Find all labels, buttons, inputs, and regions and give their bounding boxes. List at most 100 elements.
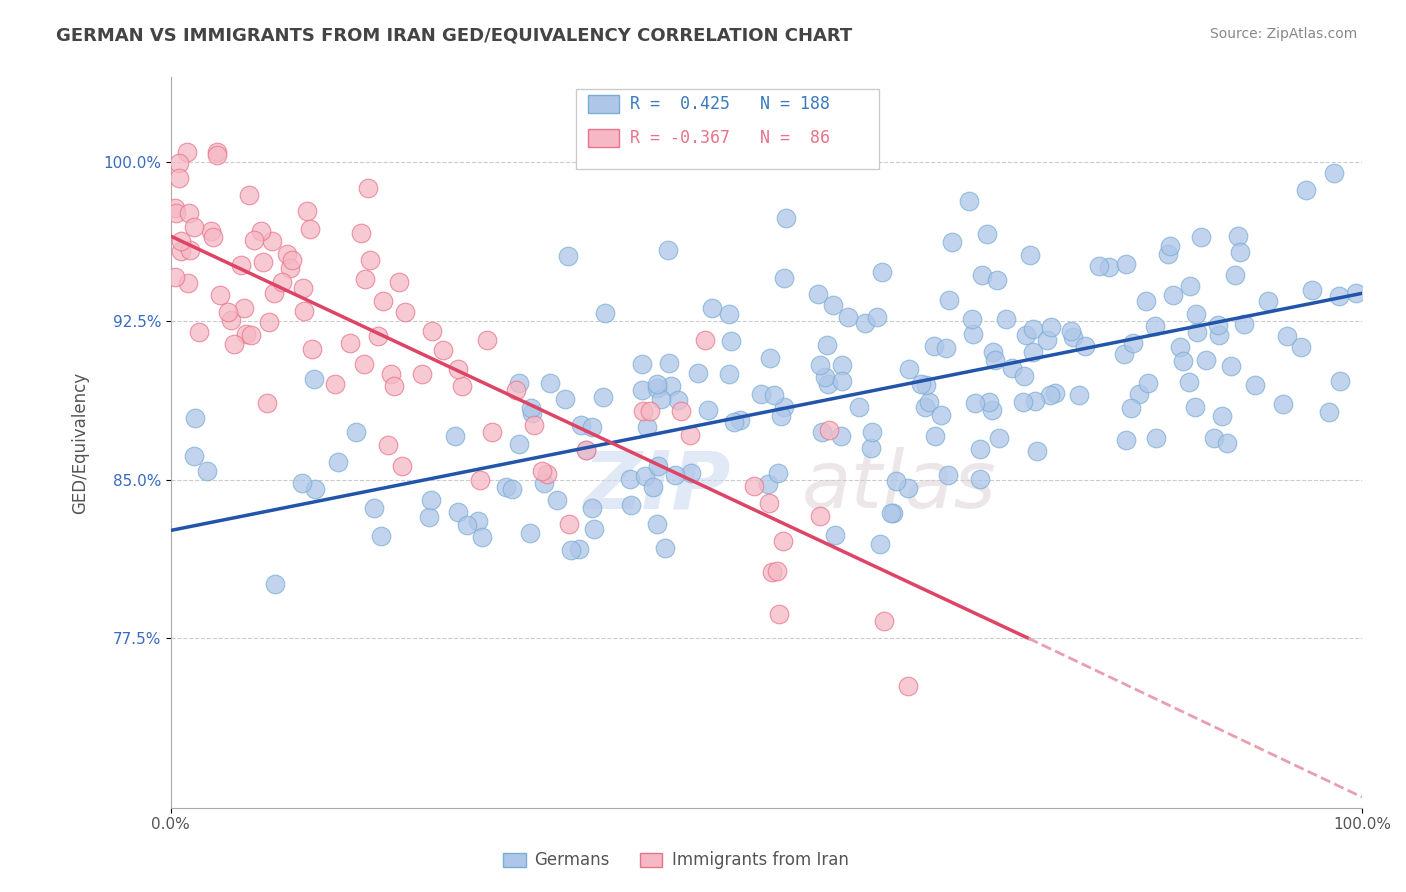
Point <box>183 220 205 235</box>
Point <box>668 392 690 407</box>
Point <box>1220 359 1243 373</box>
Point <box>853 316 876 330</box>
Point <box>205 145 228 159</box>
Point <box>910 377 932 392</box>
Point <box>1015 327 1038 342</box>
Point <box>202 230 225 244</box>
Point <box>981 402 1004 417</box>
Point <box>645 376 668 391</box>
Point <box>221 313 243 327</box>
Point <box>817 423 839 437</box>
Point <box>768 607 790 621</box>
Point <box>557 249 579 263</box>
Point <box>1022 321 1045 335</box>
Point <box>298 221 321 235</box>
Point <box>817 376 839 391</box>
Point <box>1088 259 1111 273</box>
Point <box>831 375 853 389</box>
Point <box>205 148 228 162</box>
Point <box>371 293 394 308</box>
Point <box>1206 318 1229 332</box>
Point <box>508 376 530 390</box>
Point <box>1291 340 1313 354</box>
Point <box>467 515 489 529</box>
Point <box>914 378 936 392</box>
Point <box>759 351 782 366</box>
Point <box>165 202 187 216</box>
Point <box>167 156 190 170</box>
Point <box>1344 285 1367 300</box>
Point <box>568 542 591 557</box>
Point <box>1074 339 1097 353</box>
Point <box>938 293 960 308</box>
Point <box>353 357 375 371</box>
Y-axis label: GED/Equivalency: GED/Equivalency <box>72 371 89 514</box>
Point <box>505 383 527 397</box>
Point <box>1024 393 1046 408</box>
Point <box>520 401 543 416</box>
Point <box>538 376 561 390</box>
Point <box>960 311 983 326</box>
Point <box>1223 268 1246 282</box>
Point <box>860 425 883 439</box>
Point <box>520 405 543 419</box>
Point <box>443 428 465 442</box>
Point <box>918 395 941 409</box>
Point <box>957 194 980 209</box>
Point <box>763 388 786 402</box>
Point <box>969 442 991 457</box>
Point <box>681 466 703 480</box>
Point <box>447 362 470 376</box>
Point <box>184 411 207 425</box>
Point <box>723 415 745 429</box>
Point <box>1301 283 1323 297</box>
Point <box>252 255 274 269</box>
Point <box>354 271 377 285</box>
Point <box>807 287 830 301</box>
Point <box>508 436 530 450</box>
Point <box>880 506 903 520</box>
Text: Source: ZipAtlas.com: Source: ZipAtlas.com <box>1209 27 1357 41</box>
Point <box>897 680 920 694</box>
Point <box>717 367 740 381</box>
Point <box>229 258 252 272</box>
Point <box>860 441 883 455</box>
Point <box>422 324 444 338</box>
Point <box>1257 293 1279 308</box>
Point <box>972 268 994 282</box>
Point <box>470 473 492 487</box>
Point <box>1229 244 1251 259</box>
Point <box>872 614 894 628</box>
Point <box>633 404 655 418</box>
Point <box>848 401 870 415</box>
Point <box>560 542 582 557</box>
Point <box>250 224 273 238</box>
Point <box>1040 319 1063 334</box>
Point <box>183 450 205 464</box>
Point <box>1022 344 1045 359</box>
Point <box>232 301 254 315</box>
Point <box>235 326 257 341</box>
Point <box>239 328 262 343</box>
Point <box>977 395 1000 409</box>
Point <box>569 417 592 432</box>
Point <box>657 243 679 257</box>
Point <box>167 171 190 186</box>
Point <box>170 244 193 258</box>
Point <box>243 233 266 247</box>
Point <box>291 281 314 295</box>
Point <box>679 427 702 442</box>
Point <box>1019 248 1042 262</box>
Point <box>495 479 517 493</box>
Point <box>177 206 200 220</box>
Point <box>884 474 907 488</box>
Point <box>382 379 405 393</box>
Point <box>481 425 503 439</box>
Point <box>326 455 349 469</box>
Point <box>922 338 945 352</box>
Point <box>969 473 991 487</box>
Point <box>808 358 831 372</box>
Point <box>775 211 797 226</box>
Point <box>531 464 554 478</box>
Point <box>471 530 494 544</box>
